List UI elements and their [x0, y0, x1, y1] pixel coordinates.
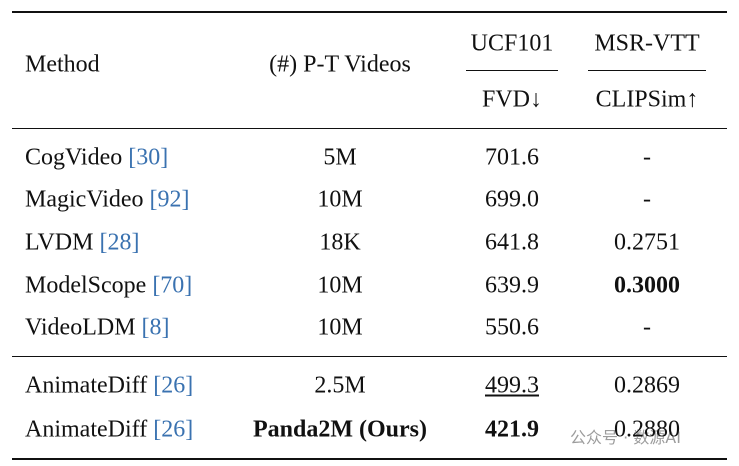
method-name: MagicVideo	[25, 186, 144, 213]
bottom-rule	[12, 458, 727, 460]
method-name: LVDM	[25, 229, 94, 256]
mid-rule	[12, 128, 727, 129]
clipsim-cell: 0.3000	[614, 272, 680, 299]
method-cell: AnimateDiff [26]	[25, 373, 193, 400]
header-clip: CLIPSim↑	[595, 86, 699, 113]
videos-cell: 10M	[317, 272, 363, 299]
citation[interactable]: [92]	[149, 186, 190, 213]
videos-cell: 10M	[317, 186, 363, 213]
clipsim-cell: 0.2880	[614, 416, 680, 443]
videos-cell: 18K	[319, 229, 361, 256]
fvd-cell: 699.0	[485, 186, 539, 213]
method-name: CogVideo	[25, 144, 123, 171]
clipsim-cell: -	[643, 144, 651, 171]
clipsim-cell: 0.2869	[614, 372, 680, 399]
mid-rule	[12, 356, 727, 357]
fvd-cell: 499.3	[485, 372, 539, 399]
method-name: VideoLDM	[25, 314, 136, 341]
citation[interactable]: [26]	[153, 372, 194, 399]
method-cell: ModelScope [70]	[25, 273, 192, 300]
header-ucf: UCF101	[470, 30, 554, 57]
citation[interactable]: [8]	[141, 314, 170, 341]
fvd-cell: 639.9	[485, 272, 539, 299]
clipsim-cell: 0.2751	[614, 229, 680, 256]
clipsim-cell: -	[643, 186, 651, 213]
fvd-cell: 641.8	[485, 229, 539, 256]
fvd-cell: 701.6	[485, 144, 539, 171]
videos-cell: 2.5M	[314, 372, 366, 399]
header-videos: (#) P-T Videos	[269, 51, 411, 78]
method-name: AnimateDiff	[25, 372, 148, 399]
header-fvd: FVD↓	[481, 86, 543, 113]
fvd-cell: 550.6	[485, 314, 539, 341]
citation[interactable]: [26]	[153, 416, 194, 443]
citation[interactable]: [30]	[128, 144, 169, 171]
fvd-cell: 421.9	[485, 416, 539, 443]
citation[interactable]: [70]	[152, 272, 193, 299]
sub-rule	[466, 70, 558, 71]
videos-cell: 5M	[323, 144, 357, 171]
watermark: 公众号 · 数源AI	[570, 428, 681, 447]
method-cell: MagicVideo [92]	[25, 187, 190, 214]
method-name: AnimateDiff	[25, 416, 148, 443]
method-cell: AnimateDiff [26]	[25, 417, 193, 444]
videos-cell: Panda2M (Ours)	[253, 416, 427, 443]
method-cell: LVDM [28]	[25, 230, 139, 257]
method-name: ModelScope	[25, 272, 147, 299]
sub-rule	[588, 70, 706, 71]
method-cell: CogVideo [30]	[25, 145, 168, 172]
clipsim-cell: -	[643, 314, 651, 341]
top-rule	[12, 11, 727, 13]
header-method: Method	[25, 51, 100, 78]
method-cell: VideoLDM [8]	[25, 315, 170, 342]
videos-cell: 10M	[317, 314, 363, 341]
header-msr: MSR-VTT	[594, 30, 700, 57]
citation[interactable]: [28]	[99, 229, 140, 256]
